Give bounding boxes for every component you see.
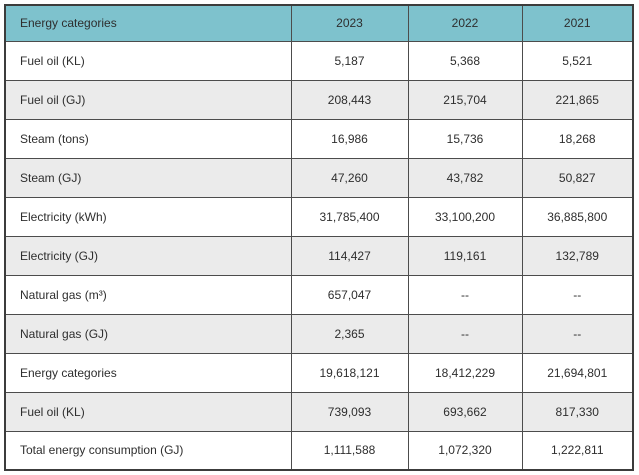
row-value: 31,785,400 (290, 196, 409, 237)
table-row: Steam (GJ) 47,260 43,782 50,827 (4, 157, 634, 198)
row-value: 119,161 (407, 235, 523, 276)
row-value: 208,443 (290, 79, 409, 120)
row-value: 221,865 (521, 79, 634, 120)
table-row: Energy categories 19,618,121 18,412,229 21,… (4, 352, 634, 393)
row-label: Electricity (kWh) (4, 196, 292, 237)
table-row: Fuel oil (KL) 5,187 5,368 5,521 (4, 40, 634, 81)
row-value: 36,885,800 (521, 196, 634, 237)
header-cell-2021: 2021 (521, 4, 634, 42)
table-row: Natural gas (m³) 657,047 -- -- (4, 274, 634, 315)
row-value: 33,100,200 (407, 196, 523, 237)
row-value: 693,662 (407, 391, 523, 432)
row-label: Energy categories (4, 352, 292, 393)
row-value: 817,330 (521, 391, 634, 432)
row-value: 5,187 (290, 40, 409, 81)
table-body: Fuel oil (KL) 5,187 5,368 5,521 Fuel oil (GJ… (4, 40, 634, 471)
row-value: 132,789 (521, 235, 634, 276)
row-value: 739,093 (290, 391, 409, 432)
row-value: -- (521, 313, 634, 354)
row-value: 5,368 (407, 40, 523, 81)
row-value: 50,827 (521, 157, 634, 198)
header-row: Energy categories 2023 2022 2021 (4, 4, 634, 42)
table-row: Natural gas (GJ) 2,365 -- -- (4, 313, 634, 354)
row-label: Steam (tons) (4, 118, 292, 159)
table-row: Fuel oil (KL) 739,093 693,662 817,330 (4, 391, 634, 432)
header-cell-2022: 2022 (407, 4, 523, 42)
header-cell-categories: Energy categories (4, 4, 292, 42)
header-cell-2023: 2023 (290, 4, 409, 42)
row-value: 43,782 (407, 157, 523, 198)
row-value: 2,365 (290, 313, 409, 354)
row-value: 19,618,121 (290, 352, 409, 393)
row-value: 1,111,588 (290, 430, 409, 471)
table-row: Total energy consumption (GJ) 1,111,588 1,… (4, 430, 634, 471)
row-label: Electricity (GJ) (4, 235, 292, 276)
energy-consumption-table-container: Energy categories 2023 2022 2021 Fuel oi… (4, 4, 634, 471)
row-value: -- (407, 313, 523, 354)
row-label: Total energy consumption (GJ) (4, 430, 292, 471)
row-value: 16,986 (290, 118, 409, 159)
row-label: Natural gas (m³) (4, 274, 292, 315)
energy-consumption-table: Energy categories 2023 2022 2021 Fuel oi… (4, 4, 634, 471)
table-header: Energy categories 2023 2022 2021 (4, 4, 634, 42)
row-value: 215,704 (407, 79, 523, 120)
row-value: 21,694,801 (521, 352, 634, 393)
row-value: 18,268 (521, 118, 634, 159)
table-row: Electricity (GJ) 114,427 119,161 132,789 (4, 235, 634, 276)
row-label: Steam (GJ) (4, 157, 292, 198)
row-label: Fuel oil (KL) (4, 40, 292, 81)
row-label: Fuel oil (GJ) (4, 79, 292, 120)
row-value: 1,072,320 (407, 430, 523, 471)
row-value: 657,047 (290, 274, 409, 315)
row-value: 47,260 (290, 157, 409, 198)
table-row: Steam (tons) 16,986 15,736 18,268 (4, 118, 634, 159)
row-value: -- (407, 274, 523, 315)
row-value: 5,521 (521, 40, 634, 81)
table-row: Fuel oil (GJ) 208,443 215,704 221,865 (4, 79, 634, 120)
row-label: Fuel oil (KL) (4, 391, 292, 432)
row-value: 18,412,229 (407, 352, 523, 393)
row-label: Natural gas (GJ) (4, 313, 292, 354)
row-value: 1,222,811 (521, 430, 634, 471)
row-value: 15,736 (407, 118, 523, 159)
row-value: 114,427 (290, 235, 409, 276)
table-row: Electricity (kWh) 31,785,400 33,100,200 36,… (4, 196, 634, 237)
row-value: -- (521, 274, 634, 315)
